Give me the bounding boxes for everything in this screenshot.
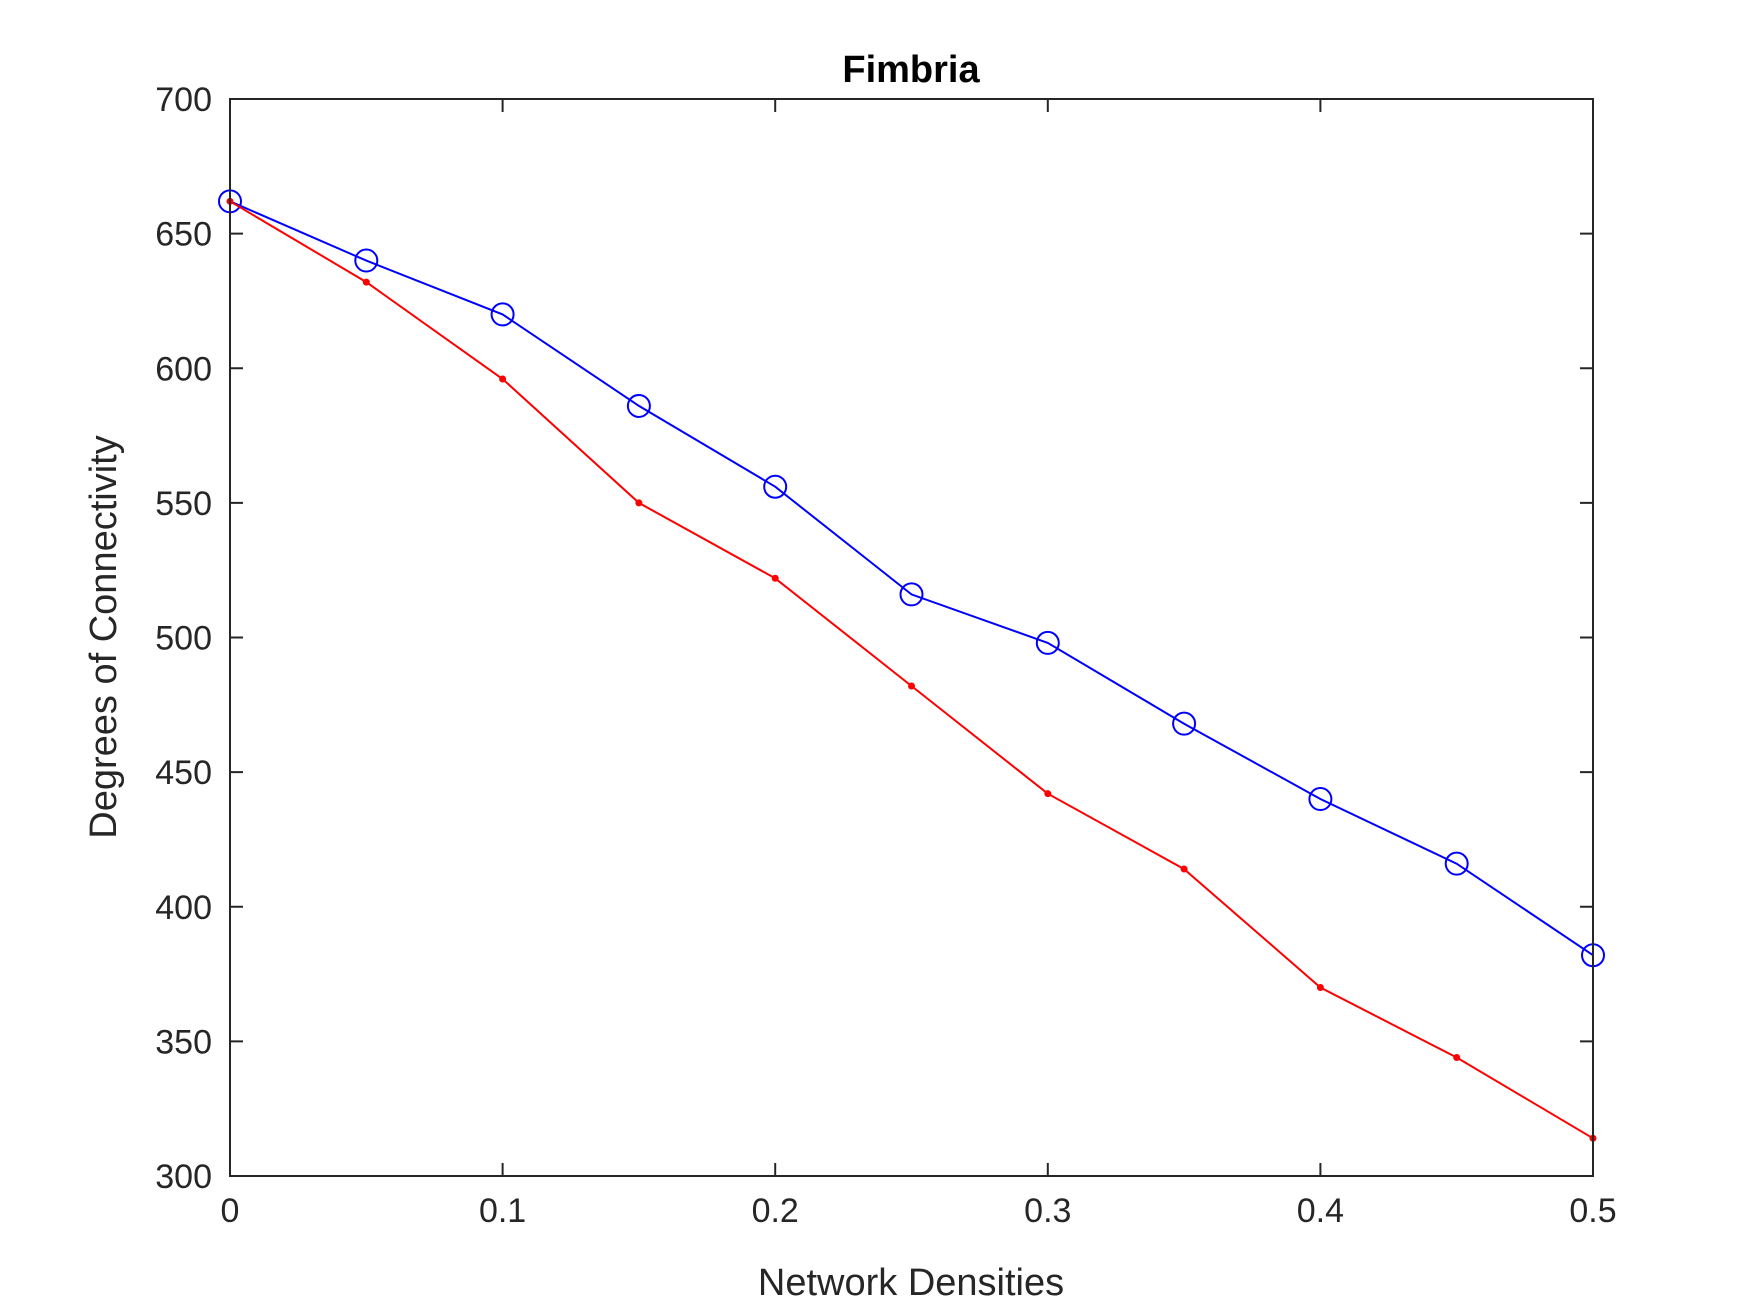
data-point-dot xyxy=(908,682,915,690)
y-tick-label: 300 xyxy=(155,1158,212,1196)
data-point-dot xyxy=(362,278,370,286)
plot-background xyxy=(230,99,1593,1176)
data-point-circle xyxy=(1444,851,1469,876)
data-point-circle xyxy=(1035,630,1060,655)
x-tick-label: 0.4 xyxy=(1297,1192,1344,1230)
y-tick-label: 500 xyxy=(155,620,212,658)
data-point-dot xyxy=(635,499,643,507)
y-tick-label: 350 xyxy=(155,1023,212,1061)
y-tick-label: 650 xyxy=(155,216,212,254)
data-point-dot xyxy=(771,574,779,582)
y-tick-label: 600 xyxy=(155,350,212,388)
x-tick-label: 0.3 xyxy=(1024,1192,1071,1230)
x-tick-label: 0.5 xyxy=(1569,1192,1616,1230)
x-tick-label: 0 xyxy=(221,1192,240,1230)
x-tick-label: 0.2 xyxy=(752,1192,799,1230)
data-point-dot xyxy=(1316,984,1324,992)
data-point-circle xyxy=(899,582,924,607)
series-0 xyxy=(218,189,1605,968)
y-tick-label: 550 xyxy=(155,485,212,523)
data-point-circle xyxy=(354,248,379,273)
data-point-circle xyxy=(490,302,515,327)
data-point-dot xyxy=(1453,1054,1461,1062)
y-axis-label: Degrees of Connectivity xyxy=(83,435,125,838)
x-axis-label: Network Densities xyxy=(758,1262,1064,1304)
data-point-circle xyxy=(1172,711,1197,736)
data-point-dot xyxy=(499,375,507,383)
chart-title: Fimbria xyxy=(842,49,980,91)
y-tick-label: 400 xyxy=(155,889,212,927)
plot-frame xyxy=(229,98,1594,1177)
data-point-circle xyxy=(626,393,651,418)
tick-labels: 0 0.1 0.2 0.3 0.4 0.5 300 350 400 450 500 550 600 650… xyxy=(155,81,1616,1230)
y-tick-label: 450 xyxy=(155,754,212,792)
data-point-circle xyxy=(763,474,788,499)
data-point-circle xyxy=(1308,787,1333,812)
x-tick-label: 0.1 xyxy=(479,1192,526,1230)
data-point-dot xyxy=(1044,790,1052,798)
data-point-dot xyxy=(1180,865,1188,873)
series-layer xyxy=(218,189,1605,1142)
y-tick-label: 700 xyxy=(155,81,212,119)
series-line xyxy=(229,200,1594,957)
